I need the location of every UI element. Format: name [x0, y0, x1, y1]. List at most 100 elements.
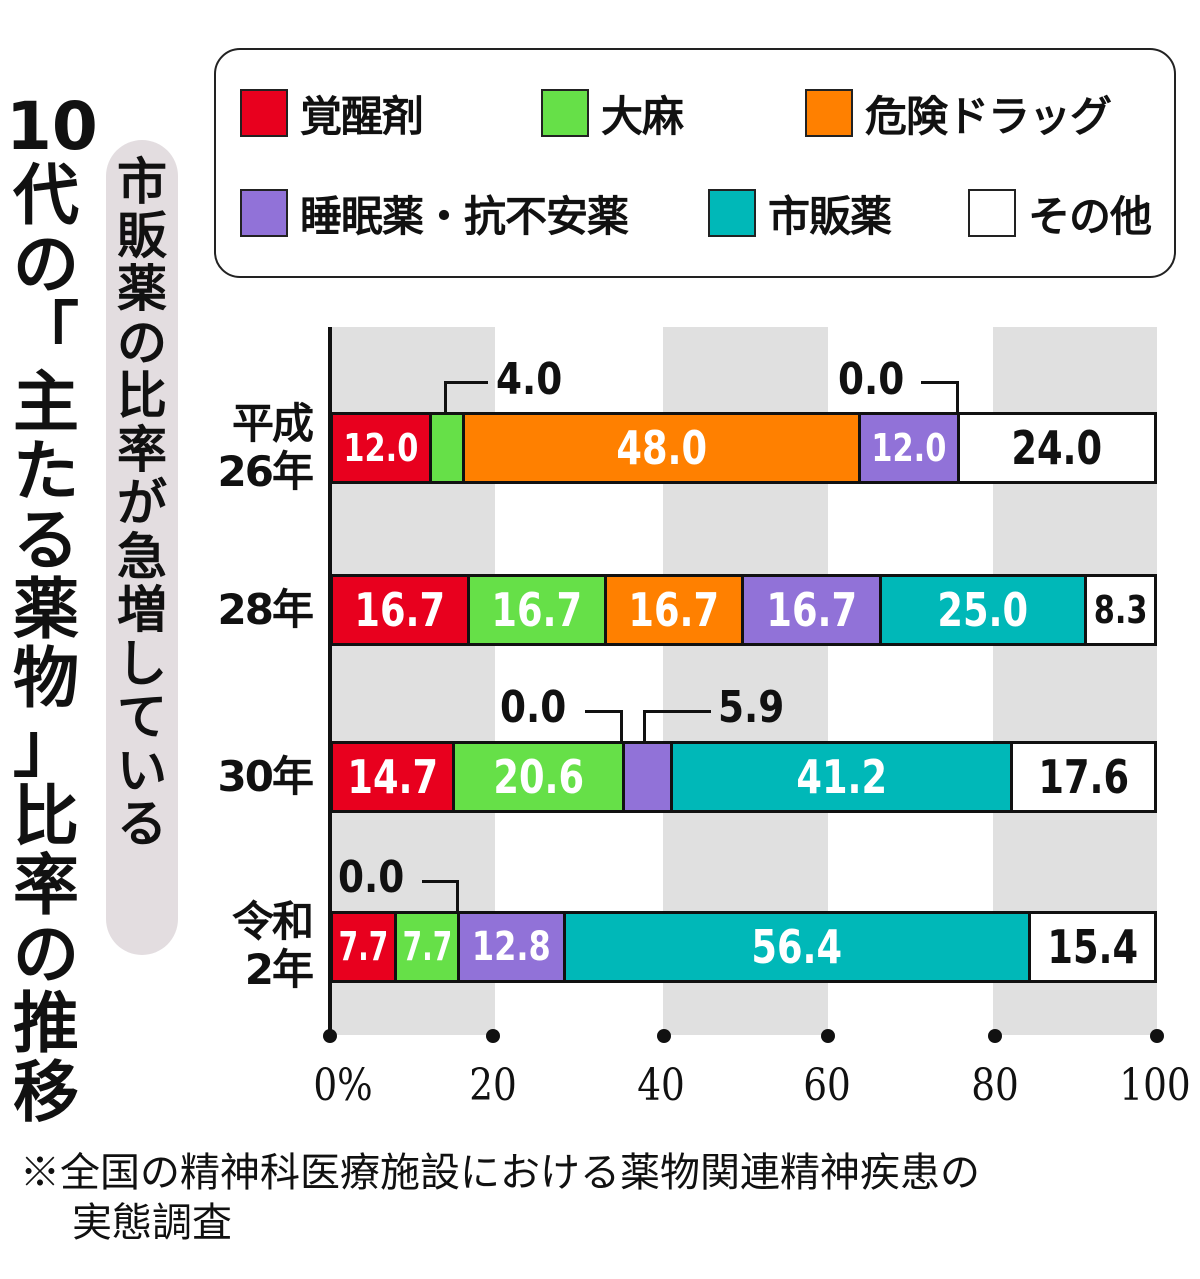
x-tick-label: 80	[971, 1060, 1019, 1111]
tick-dot	[486, 1029, 500, 1043]
legend-item-otc: 市販薬	[708, 183, 892, 243]
callout-leader	[444, 381, 488, 384]
subtitle-char: 急	[117, 527, 167, 586]
row-label-r2: 令和 2年	[231, 897, 314, 994]
segment-sleeping-anxiolytics: 12.0	[861, 415, 960, 481]
segment-otc: 41.2	[673, 744, 1013, 810]
segment-value: 14.7	[347, 750, 438, 804]
title-char: 推	[13, 985, 79, 1062]
subtitle-char: 増	[117, 581, 167, 639]
legend-swatch-purple	[240, 189, 288, 237]
title-char: た	[13, 433, 79, 510]
legend-label: 大麻	[601, 91, 684, 141]
callout-value: 5.9	[718, 682, 785, 733]
callout-leader	[456, 880, 459, 912]
segment-other: 8.3	[1086, 577, 1154, 643]
tick-dot	[988, 1029, 1002, 1043]
legend-label: 危険ドラッグ	[865, 91, 1112, 141]
segment-cannabis: 16.7	[470, 577, 608, 643]
segment-value: 12.8	[472, 924, 551, 970]
row-label-h30: 30年	[217, 752, 314, 801]
segment-value: 16.7	[766, 583, 858, 637]
legend-item-cannabis: 大麻	[541, 83, 684, 143]
segment-value: 16.7	[491, 583, 583, 637]
y-axis-line	[328, 327, 332, 1037]
x-tick-label: 40	[637, 1060, 685, 1111]
segment-value: 56.4	[751, 920, 843, 974]
tick-dot	[821, 1029, 835, 1043]
subtitle-char: が	[117, 474, 167, 532]
segment-cannabis	[432, 415, 465, 481]
title-char: 」	[13, 709, 79, 786]
legend-label: 覚醒剤	[300, 91, 424, 141]
title-char: 率	[13, 847, 79, 924]
segment-otc: 56.4	[566, 914, 1031, 980]
segment-other: 24.0	[960, 415, 1154, 481]
callout-dangerous-drugs-r2: 0.0	[338, 856, 416, 900]
segment-value: 16.7	[628, 583, 720, 637]
bar-r2: 7.7 7.7 12.8 56.4 15.4	[330, 911, 1157, 983]
legend-swatch-red	[240, 89, 288, 137]
legend-swatch-white	[968, 189, 1016, 237]
legend-label: 市販薬	[768, 191, 892, 241]
callout-cannabis-h26: 4.0	[496, 358, 574, 402]
tick-dot	[1150, 1029, 1164, 1043]
bar-h26: 12.0 48.0 12.0 24.0	[330, 412, 1157, 484]
callout-otc-h26: 0.0	[838, 358, 916, 402]
tick-dot	[657, 1029, 671, 1043]
bar-h28: 16.7 16.7 16.7 16.7 25.0 8.3	[330, 574, 1157, 646]
segment-otc: 25.0	[882, 577, 1087, 643]
subtitle-char: て	[117, 688, 167, 746]
subtitle-char: 市	[117, 153, 167, 211]
subtitle-char: し	[117, 634, 167, 693]
subtitle-pill: 市 販 薬 の 比 率 が 急 増 し て い る	[106, 140, 178, 955]
segment-value: 12.0	[871, 426, 947, 470]
segment-value: 25.0	[937, 583, 1029, 637]
subtitle-char: の	[117, 313, 167, 372]
segment-value: 24.0	[1011, 421, 1103, 475]
segment-sleeping-anxiolytics	[625, 744, 673, 810]
x-tick-label: 100	[1119, 1060, 1191, 1111]
legend: 覚醒剤 大麻 危険ドラッグ 睡眠薬・抗不安薬 市販薬 その他	[214, 48, 1176, 278]
segment-value: 48.0	[616, 421, 707, 475]
title-char: の	[13, 916, 79, 993]
segment-stimulants: 16.7	[333, 577, 471, 643]
callout-leader	[921, 381, 958, 384]
title-char: 「	[13, 295, 79, 372]
subtitle-char: 率	[117, 420, 167, 479]
row-label-line: 令和	[231, 897, 314, 946]
segment-value: 17.6	[1038, 750, 1129, 804]
title-char: 代	[13, 157, 79, 234]
segment-cannabis: 7.7	[397, 914, 460, 980]
title-char: 10	[6, 88, 98, 165]
tick-dot	[323, 1029, 337, 1043]
subtitle-char: 比	[117, 367, 167, 425]
x-tick-label: 0%	[313, 1060, 373, 1111]
segment-dangerous-drugs: 16.7	[607, 577, 745, 643]
legend-swatch-orange	[805, 89, 853, 137]
row-label-h26: 平成 26年	[217, 399, 314, 496]
row-label-line: 平成	[231, 399, 314, 448]
title-char: 移	[13, 1054, 79, 1131]
row-label-h28: 28年	[218, 586, 314, 634]
segment-value: 15.4	[1047, 920, 1138, 974]
segment-value: 20.6	[493, 750, 584, 804]
legend-item-stimulants: 覚醒剤	[240, 83, 424, 143]
legend-label: 睡眠薬・抗不安薬	[300, 191, 629, 241]
segment-value: 7.7	[338, 924, 389, 970]
callout-value: 0.0	[338, 852, 405, 903]
row-label-line: 30年	[217, 752, 314, 801]
title-char: 比	[13, 778, 79, 855]
legend-swatch-green	[541, 89, 589, 137]
callout-sleeping-h30: 5.9	[718, 686, 796, 730]
title-char: の	[13, 226, 79, 303]
callout-leader	[643, 710, 711, 713]
segment-other: 17.6	[1013, 744, 1154, 810]
subtitle-char: 販	[117, 206, 167, 265]
callout-dangerous-drugs-h30: 0.0	[500, 686, 578, 730]
row-label-line: 2年	[244, 945, 314, 994]
x-tick-label: 60	[803, 1060, 851, 1111]
segment-value: 12.0	[343, 426, 419, 470]
segment-value: 8.3	[1093, 588, 1148, 632]
row-label-line: 26年	[217, 447, 314, 496]
